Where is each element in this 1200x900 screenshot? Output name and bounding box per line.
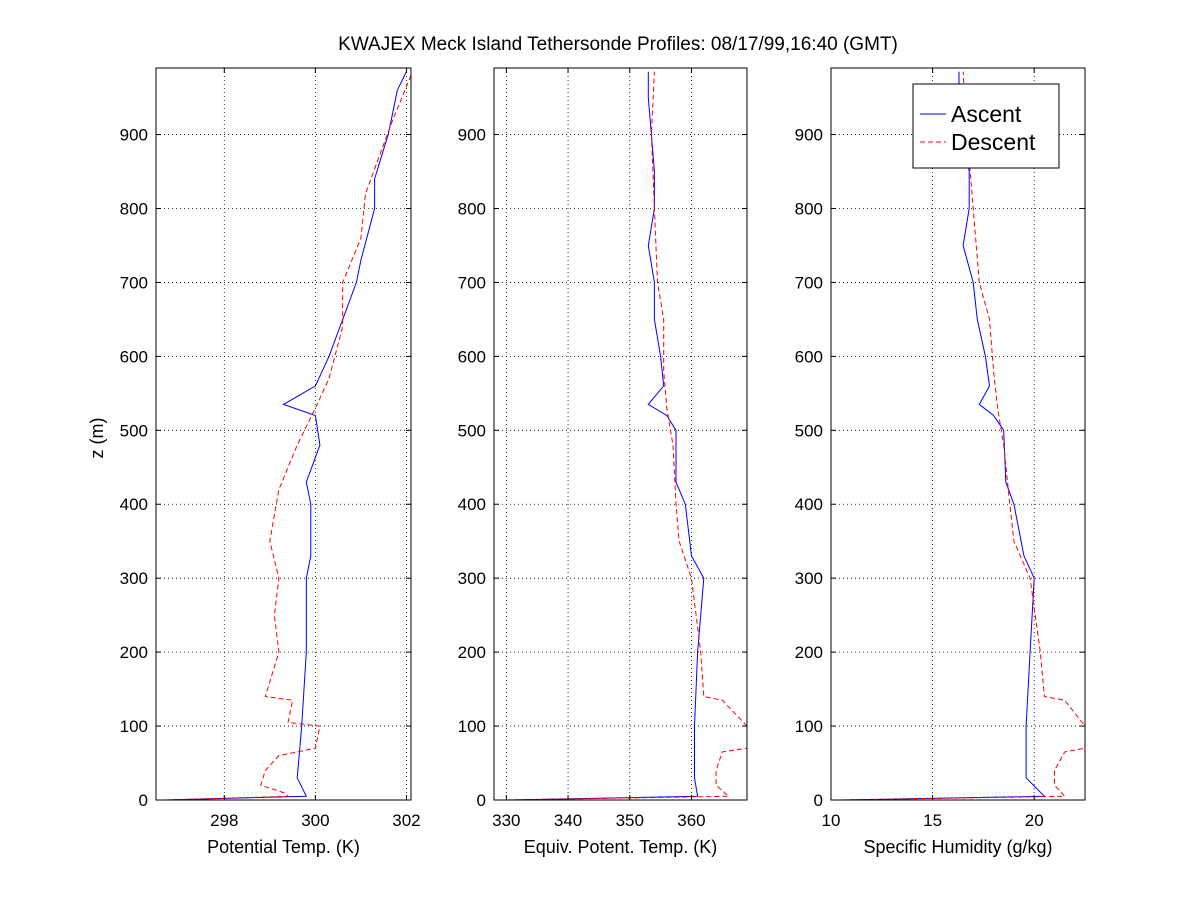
plot-area: [831, 68, 1085, 800]
panel-2: 0 100 200 300 400 500 600 700 800 900 330 340 350 360…: [458, 67, 748, 857]
plot-area: [156, 68, 411, 800]
y-tick-label: 600: [458, 347, 486, 366]
y-tick-label: 200: [458, 643, 486, 662]
ascent-series-line: [841, 71, 1046, 801]
y-tick-label: 400: [458, 495, 486, 514]
x-axis-label: Specific Humidity (g/kg): [863, 837, 1052, 857]
x-tick-label: 300: [301, 811, 329, 830]
plot-area: [494, 68, 747, 800]
panel-3: 0 100 200 300 400 500 600 700 800 900 10 15 20 Specif…: [795, 67, 1086, 857]
descent-series-line: [841, 71, 1086, 801]
legend-descent-label: Descent: [951, 129, 1036, 155]
y-tick-label: 800: [458, 199, 486, 218]
x-axis-label: Equiv. Potent. Temp. (K): [524, 837, 717, 857]
y-tick-label: 100: [120, 717, 148, 736]
y-tick-label: 0: [814, 791, 823, 810]
legend-ascent-label: Ascent: [951, 101, 1022, 127]
y-tick-label: 200: [120, 643, 148, 662]
figure-title: KWAJEX Meck Island Tethersonde Profiles:…: [338, 34, 898, 55]
y-tick-label: 0: [477, 791, 486, 810]
y-tick-label: 900: [795, 126, 823, 145]
y-tick-label: 100: [795, 717, 823, 736]
ascent-series-line: [165, 71, 407, 801]
x-tick-label: 330: [492, 811, 520, 830]
x-tick-label: 360: [677, 811, 705, 830]
legend: Ascent Descent: [912, 83, 1060, 169]
y-tick-label: 300: [795, 569, 823, 588]
x-tick-label: 20: [1025, 811, 1044, 830]
y-tick-label: 300: [458, 569, 486, 588]
y-tick-label: 100: [458, 717, 486, 736]
y-tick-label: 800: [795, 199, 823, 218]
y-tick-label: 600: [120, 347, 148, 366]
y-tick-label: 700: [795, 273, 823, 292]
x-tick-label: 340: [554, 811, 582, 830]
y-tick-label: 400: [795, 495, 823, 514]
y-tick-label: 500: [795, 421, 823, 440]
y-tick-label: 300: [120, 569, 148, 588]
y-tick-label: 900: [120, 126, 148, 145]
x-tick-label: 302: [392, 811, 420, 830]
panel-1: 0 100 200 300 400 500 600 700 800 900 298 300 302 Pot…: [120, 67, 421, 857]
ascent-series-line: [506, 71, 705, 801]
y-tick-label: 800: [120, 199, 148, 218]
plot-frame: [493, 67, 748, 801]
y-tick-label: 700: [120, 273, 148, 292]
y-tick-label: 0: [139, 791, 148, 810]
plot-frame: [830, 67, 1086, 801]
y-tick-label: 200: [795, 643, 823, 662]
y-tick-label: 500: [120, 421, 148, 440]
descent-series-line: [165, 75, 412, 801]
descent-series-line: [506, 71, 748, 801]
x-tick-label: 298: [210, 811, 238, 830]
x-tick-label: 350: [616, 811, 644, 830]
x-axis-label: Potential Temp. (K): [207, 837, 360, 857]
plot-frame: [155, 67, 412, 801]
x-tick-label: 10: [822, 811, 841, 830]
y-tick-label: 700: [458, 273, 486, 292]
y-axis-label: z (m): [87, 418, 107, 459]
y-tick-label: 600: [795, 347, 823, 366]
x-tick-label: 15: [923, 811, 942, 830]
y-tick-label: 900: [458, 126, 486, 145]
y-tick-label: 400: [120, 495, 148, 514]
y-tick-label: 500: [458, 421, 486, 440]
legend-box: [912, 83, 1060, 169]
